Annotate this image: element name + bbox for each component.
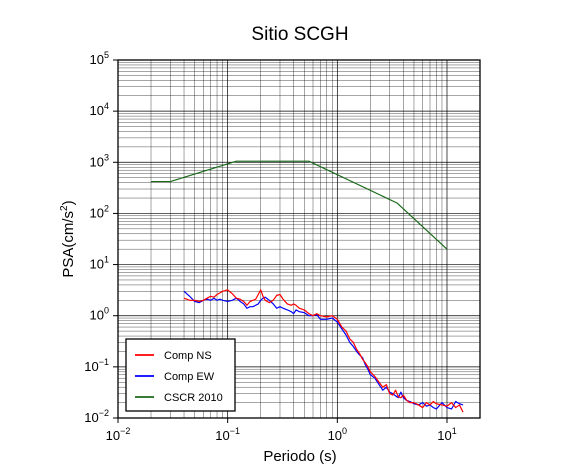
y-tick-label: 103: [90, 152, 109, 169]
y-tick-label: 104: [90, 101, 109, 118]
y-tick-label: 105: [90, 50, 109, 67]
y-tick-label: 10−1: [84, 357, 109, 374]
y-axis-label: PSA(cm/s2): [59, 200, 77, 277]
tick-base: 10: [90, 52, 104, 67]
tick-exponent: −1: [230, 426, 240, 436]
tick-exponent: 0: [342, 426, 347, 436]
tick-exponent: 2: [104, 203, 109, 213]
tick-base: 10: [90, 308, 104, 323]
tick-base: 10: [106, 428, 120, 443]
tick-exponent: 1: [104, 255, 109, 265]
x-tick-label: 10−1: [215, 426, 240, 443]
tick-base: 10: [90, 205, 104, 220]
legend-label: CSCR 2010: [164, 392, 223, 404]
legend-label: Comp EW: [164, 371, 215, 383]
axis-ticks: [113, 59, 448, 423]
tick-base: 10: [90, 154, 104, 169]
y-tick-label: 101: [90, 255, 109, 272]
tick-exponent: −1: [99, 357, 109, 367]
tick-exponent: 0: [104, 306, 109, 316]
tick-base: 10: [328, 428, 342, 443]
tick-exponent: −2: [120, 426, 130, 436]
y-tick-label: 10−2: [84, 408, 109, 425]
tick-exponent: 3: [104, 152, 109, 162]
x-tick-labels: 10−2 10−1 100 101: [106, 426, 457, 443]
x-axis-label: Periodo (s): [263, 448, 336, 465]
chart-title: Sitio SCGH: [251, 24, 348, 45]
tick-base: 10: [437, 428, 451, 443]
tick-base: 10: [90, 103, 104, 118]
tick-exponent: −2: [99, 408, 109, 418]
legend: Comp NS Comp EW CSCR 2010: [125, 338, 236, 412]
legend-label: Comp NS: [164, 350, 212, 362]
y-tick-label: 102: [90, 203, 109, 220]
x-tick-label: 100: [328, 426, 347, 443]
plot-series: [151, 160, 464, 413]
tick-base: 10: [90, 257, 104, 272]
x-tick-label: 101: [437, 426, 456, 443]
tick-base: 10: [215, 428, 229, 443]
tick-exponent: 1: [452, 426, 457, 436]
tick-base: 10: [84, 410, 98, 425]
tick-exponent: 5: [104, 50, 109, 60]
series-line-comp-ns: [183, 289, 464, 413]
tick-exponent: 4: [104, 101, 109, 111]
plot-frame: [117, 59, 481, 419]
x-tick-label: 10−2: [106, 426, 131, 443]
grid: [117, 59, 481, 419]
y-tick-label: 100: [90, 306, 109, 323]
legend-box: [125, 338, 236, 412]
tick-base: 10: [84, 359, 98, 374]
series-line-cscr-2010: [151, 160, 448, 250]
